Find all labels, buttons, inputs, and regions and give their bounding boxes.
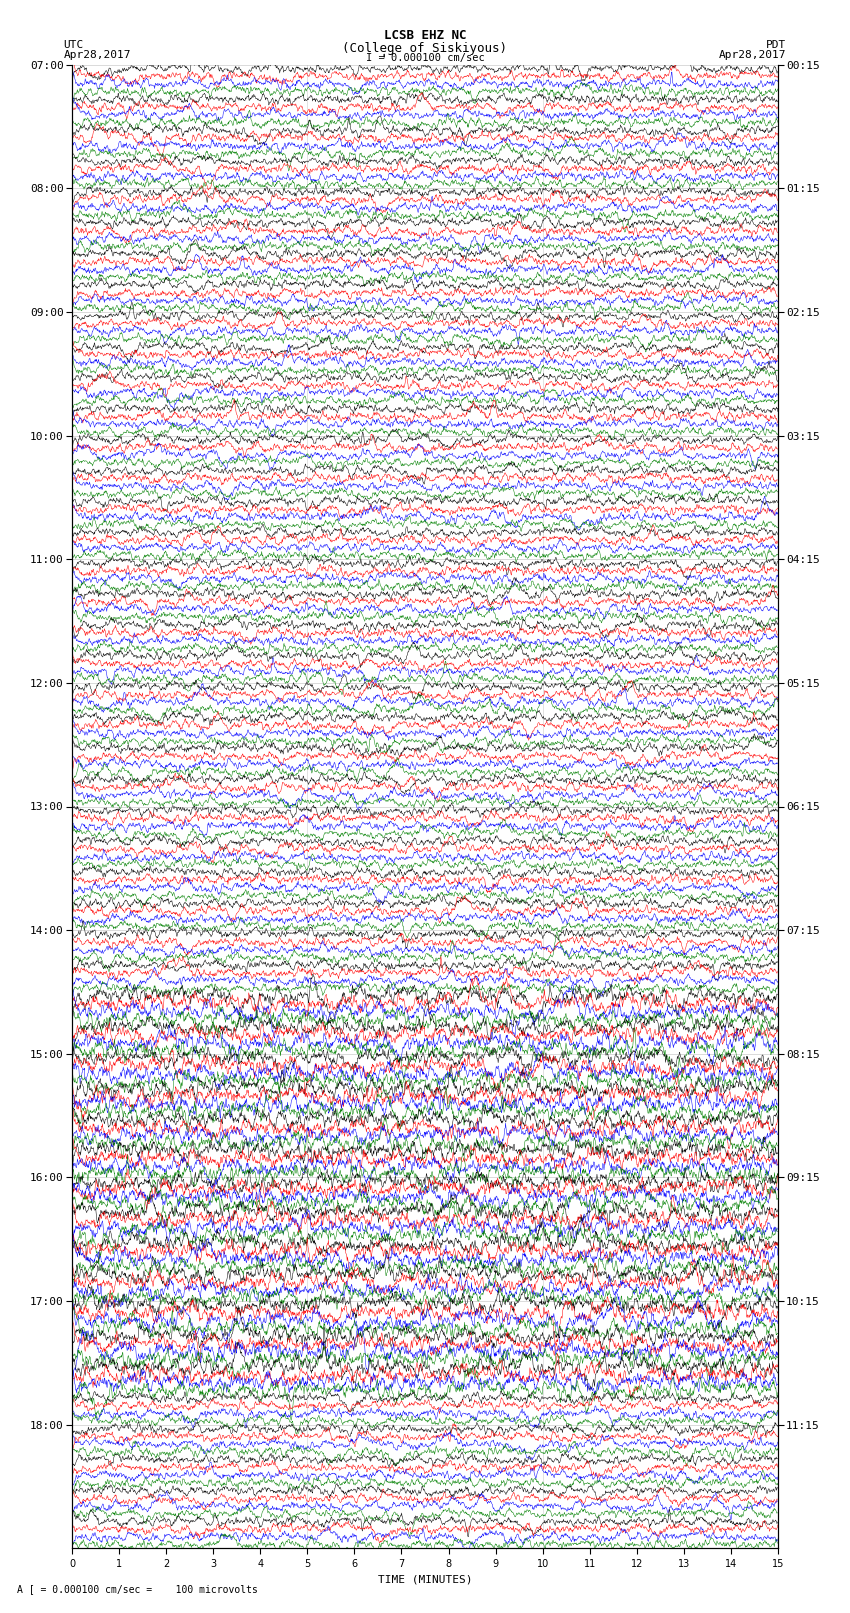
Text: (College of Siskiyous): (College of Siskiyous) — [343, 42, 507, 55]
X-axis label: TIME (MINUTES): TIME (MINUTES) — [377, 1574, 473, 1584]
Text: Apr28,2017: Apr28,2017 — [719, 50, 786, 60]
Text: UTC: UTC — [64, 40, 84, 50]
Text: I = 0.000100 cm/sec: I = 0.000100 cm/sec — [366, 53, 484, 63]
Text: Apr28,2017: Apr28,2017 — [64, 50, 131, 60]
Text: A [ = 0.000100 cm/sec =    100 microvolts: A [ = 0.000100 cm/sec = 100 microvolts — [17, 1584, 258, 1594]
Text: PDT: PDT — [766, 40, 786, 50]
Text: LCSB EHZ NC: LCSB EHZ NC — [383, 29, 467, 42]
